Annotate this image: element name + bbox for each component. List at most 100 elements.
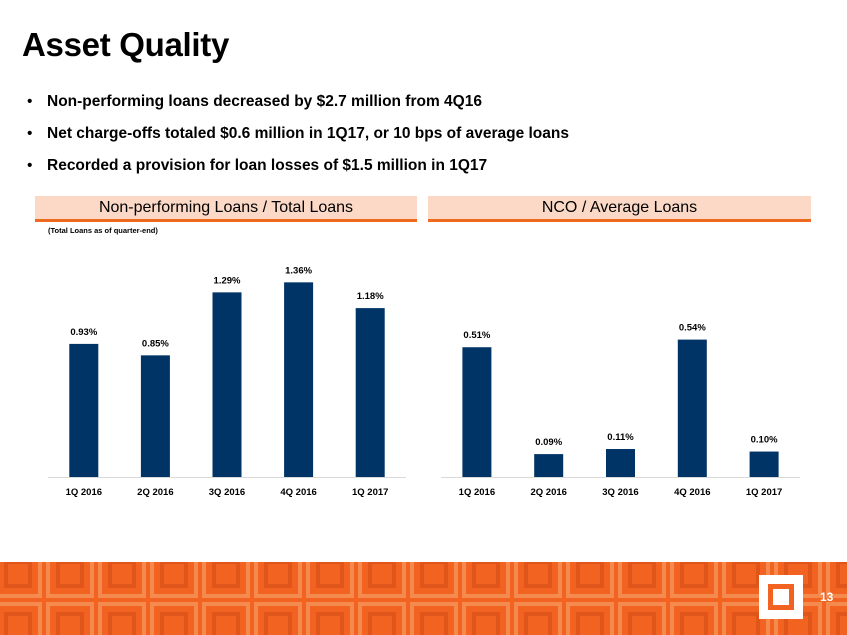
pattern-square <box>56 612 84 635</box>
data-label: 0.85% <box>142 338 169 349</box>
x-tick-label: 2Q 2016 <box>530 487 566 498</box>
footer-pattern <box>0 562 847 635</box>
bar <box>534 454 564 477</box>
bullet-item: • Non-performing loans decreased by $2.7 … <box>24 92 824 124</box>
chart-1-header: Non-performing Loans / Total Loans <box>35 196 417 222</box>
pattern-square <box>254 562 302 598</box>
pattern-square <box>826 602 847 635</box>
pattern-square <box>160 562 188 588</box>
bar <box>69 343 99 477</box>
pattern-square <box>628 562 656 588</box>
chart-2-header: NCO / Average Loans <box>428 196 811 222</box>
pattern-square <box>368 562 396 588</box>
pattern-square <box>254 602 302 635</box>
bullet-dot: • <box>27 93 33 110</box>
pattern-square <box>836 562 847 588</box>
pattern-square <box>4 562 32 588</box>
bullet-dot: • <box>27 125 33 142</box>
pattern-square <box>618 562 666 598</box>
pattern-square <box>0 602 42 635</box>
pattern-square <box>264 612 292 635</box>
chart-1-note: (Total Loans as of quarter-end) <box>48 226 158 235</box>
bullet-text: Non-performing loans decreased by $2.7 m… <box>47 93 482 110</box>
pattern-square <box>576 562 604 588</box>
pattern-square <box>514 602 562 635</box>
bar <box>462 347 492 477</box>
bar <box>677 339 707 477</box>
bullet-list: • Non-performing loans decreased by $2.7 … <box>24 92 824 188</box>
pattern-square <box>618 602 666 635</box>
pattern-square <box>358 602 406 635</box>
pattern-square <box>732 612 760 635</box>
pattern-square <box>722 602 770 635</box>
pattern-square <box>212 562 240 588</box>
pattern-square <box>670 602 718 635</box>
pattern-square <box>316 612 344 635</box>
npl-bar-chart: 0.93% 1Q 2016 0.85% 2Q 2016 1.29% 3Q 2016 1.36… <box>48 265 406 498</box>
pattern-square <box>628 612 656 635</box>
pattern-square <box>680 562 708 588</box>
x-tick-label: 1Q 2016 <box>459 487 495 498</box>
pattern-square <box>826 562 847 598</box>
bar <box>749 451 779 477</box>
pattern-square <box>202 562 250 598</box>
pattern-square <box>4 612 32 635</box>
pattern-square <box>108 612 136 635</box>
bar <box>140 355 170 477</box>
pattern-square <box>472 562 500 588</box>
pattern-square <box>56 562 84 588</box>
pattern-square <box>722 562 770 598</box>
pattern-square <box>316 562 344 588</box>
x-tick-label: 1Q 2017 <box>352 487 388 498</box>
data-label: 1.29% <box>214 275 241 286</box>
data-label: 0.10% <box>751 435 778 446</box>
pattern-square <box>150 562 198 598</box>
pattern-square <box>368 612 396 635</box>
bar <box>212 292 242 477</box>
data-label: 0.11% <box>607 432 634 443</box>
pattern-square <box>0 562 42 598</box>
data-label: 0.54% <box>679 323 706 334</box>
data-label: 0.09% <box>535 437 562 448</box>
x-tick-label: 4Q 2016 <box>280 487 316 498</box>
page-number: 13 <box>820 590 834 604</box>
pattern-square <box>98 602 146 635</box>
footer-band <box>0 562 847 635</box>
data-label: 1.18% <box>357 291 384 302</box>
logo-icon <box>759 575 803 619</box>
x-tick-label: 1Q 2016 <box>66 487 102 498</box>
pattern-square <box>524 562 552 588</box>
pattern-square <box>46 602 94 635</box>
pattern-square <box>576 612 604 635</box>
pattern-square <box>420 562 448 588</box>
pattern-square <box>420 612 448 635</box>
pattern-square <box>150 602 198 635</box>
pattern-square <box>462 562 510 598</box>
pattern-square <box>306 602 354 635</box>
bullet-item: • Net charge-offs totaled $0.6 million in… <box>24 124 824 156</box>
bullet-item: • Recorded a provision for loan losses of… <box>24 156 824 188</box>
pattern-square <box>462 602 510 635</box>
pattern-square <box>524 612 552 635</box>
bar <box>284 282 314 477</box>
pattern-square <box>264 562 292 588</box>
pattern-square <box>410 562 458 598</box>
x-tick-label: 2Q 2016 <box>137 487 173 498</box>
bar <box>355 308 385 477</box>
x-tick-label: 3Q 2016 <box>209 487 245 498</box>
data-label: 1.36% <box>285 265 312 276</box>
bar <box>606 449 635 477</box>
bullet-text: Net charge-offs totaled $0.6 million in … <box>47 125 569 142</box>
pattern-square <box>46 562 94 598</box>
pattern-square <box>306 562 354 598</box>
nco-bar-chart: 0.51% 1Q 2016 0.09% 2Q 2016 0.11% 3Q 2016 0.54… <box>441 323 800 498</box>
pattern-square <box>98 562 146 598</box>
pattern-square <box>472 612 500 635</box>
data-label: 0.51% <box>463 330 490 341</box>
slide-title: Asset Quality <box>22 26 230 63</box>
pattern-square <box>680 612 708 635</box>
pattern-square <box>566 602 614 635</box>
pattern-square <box>108 562 136 588</box>
pattern-square <box>836 612 847 635</box>
x-tick-label: 1Q 2017 <box>746 487 782 498</box>
